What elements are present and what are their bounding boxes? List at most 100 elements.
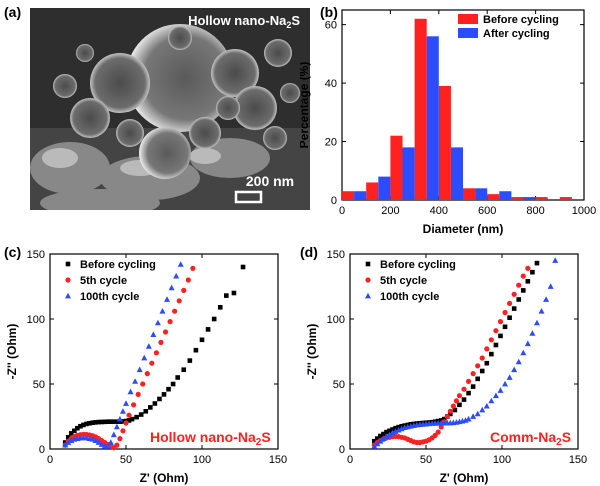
data-point-square — [475, 376, 480, 382]
data-point-circle — [172, 308, 178, 314]
data-point-triangle — [386, 431, 393, 438]
data-point-square — [117, 419, 123, 424]
data-point-triangle — [65, 439, 72, 445]
data-point-triangle — [474, 410, 481, 417]
data-point-triangle — [62, 441, 69, 448]
data-point-circle — [502, 309, 508, 316]
data-point-circle — [185, 277, 191, 283]
data-point-square — [126, 418, 132, 423]
data-point-triangle — [380, 435, 387, 441]
legend-label: Before cycling — [483, 14, 559, 26]
histogram-bar-before — [390, 135, 403, 200]
data-point-circle — [479, 355, 485, 361]
panel-label-b: (b) — [320, 4, 338, 20]
data-point-circle — [126, 412, 132, 418]
histogram-chart: 0 200 400 600 800 1000 0 20 40 60 Diameter (nm) Per… — [300, 9, 596, 236]
data-point-triangle — [136, 366, 143, 373]
data-point-circle — [144, 371, 150, 377]
data-point-square — [375, 436, 380, 441]
x-tick-label: 50 — [120, 454, 132, 466]
data-point-circle — [153, 350, 159, 356]
data-point-circle — [525, 265, 531, 271]
data-point-square — [393, 425, 398, 431]
legend-marker — [365, 261, 371, 267]
data-point-square — [105, 419, 111, 424]
data-point-circle — [493, 328, 499, 334]
data-point-square — [484, 360, 490, 366]
y-tick-label: 0 — [339, 444, 345, 456]
sem-micrograph: Hollow nano-Na2S 200 nm — [30, 8, 310, 210]
legend-label: 5th cycle — [380, 275, 427, 287]
data-point-square — [502, 324, 508, 330]
data-point-square — [72, 428, 77, 434]
x-tick-label: 0 — [347, 454, 353, 466]
x-tick-label: 150 — [569, 454, 587, 466]
data-point-triangle — [383, 433, 390, 440]
data-point-circle — [162, 329, 169, 335]
data-point-square — [387, 428, 392, 434]
y-axis-label: -Z'' (Ohm) — [305, 324, 319, 380]
data-point-square — [108, 419, 114, 424]
legend-swatch — [458, 14, 478, 24]
data-point-circle — [520, 273, 526, 279]
data-point-square — [381, 431, 386, 437]
data-point-triangle — [543, 296, 550, 302]
y-axis-label: Percentage (%) — [300, 62, 311, 149]
data-point-square — [489, 351, 494, 357]
nyquist-chart-hollow: 0 50 100 150 0 50 100 150 Z' (Ohm) -Z'' (Ohm) Befo… — [5, 249, 287, 485]
data-point-square — [534, 260, 540, 266]
data-point-square — [240, 264, 246, 270]
data-point-square — [152, 401, 158, 406]
data-point-circle — [158, 339, 164, 345]
data-point-triangle — [164, 296, 171, 302]
data-point-triangle — [150, 331, 157, 337]
data-point-triangle — [465, 415, 472, 422]
data-point-triangle — [159, 308, 166, 314]
data-point-triangle — [371, 443, 378, 449]
data-point-triangle — [547, 283, 554, 289]
histogram-bar-before — [511, 197, 524, 200]
histogram-bar-after — [378, 176, 391, 200]
data-point-circle — [497, 319, 504, 325]
histogram-bar-after — [402, 147, 415, 200]
data-point-square — [205, 327, 211, 332]
data-point-square — [498, 333, 503, 339]
data-point-circle — [511, 291, 517, 297]
data-point-square — [457, 402, 462, 408]
plot-frame — [49, 253, 279, 450]
data-point-square — [470, 384, 476, 389]
data-point-square — [90, 420, 95, 426]
data-point-square — [479, 368, 485, 374]
x-tick-label: 600 — [478, 205, 496, 217]
data-point-circle — [488, 337, 494, 343]
data-point-square — [93, 420, 98, 425]
data-point-circle — [117, 436, 123, 442]
legend-label: 100th cycle — [380, 291, 439, 303]
data-point-triangle — [119, 408, 126, 414]
y-tick-label: 0 — [39, 444, 45, 456]
data-point-square — [520, 288, 526, 293]
data-point-triangle — [116, 415, 123, 422]
data-point-circle — [453, 398, 459, 404]
data-point-square — [530, 269, 535, 275]
data-point-circle — [120, 428, 126, 434]
histogram-bar-after — [475, 188, 488, 200]
legend-marker — [65, 292, 71, 299]
data-point-circle — [131, 402, 137, 408]
data-point-square — [114, 419, 120, 424]
data-point-square — [161, 392, 167, 397]
data-point-square — [511, 306, 517, 311]
x-tick-label: 0 — [339, 205, 345, 217]
data-point-triangle — [552, 257, 559, 263]
data-point-triangle — [488, 397, 495, 404]
nyquist-chart-comm: 0 50 100 150 0 50 100 150 Z' (Ohm) -Z'' (Ohm) Befo… — [305, 249, 587, 485]
data-point-square — [378, 433, 383, 439]
data-point-square — [448, 411, 453, 417]
data-point-triangle — [524, 340, 531, 347]
data-point-circle — [507, 300, 513, 306]
histogram-bar-before — [366, 182, 379, 200]
data-point-square — [65, 435, 71, 440]
histogram-bar-after — [354, 191, 367, 200]
data-point-square — [231, 290, 237, 296]
x-axis-label: Z' (Ohm) — [140, 471, 189, 485]
